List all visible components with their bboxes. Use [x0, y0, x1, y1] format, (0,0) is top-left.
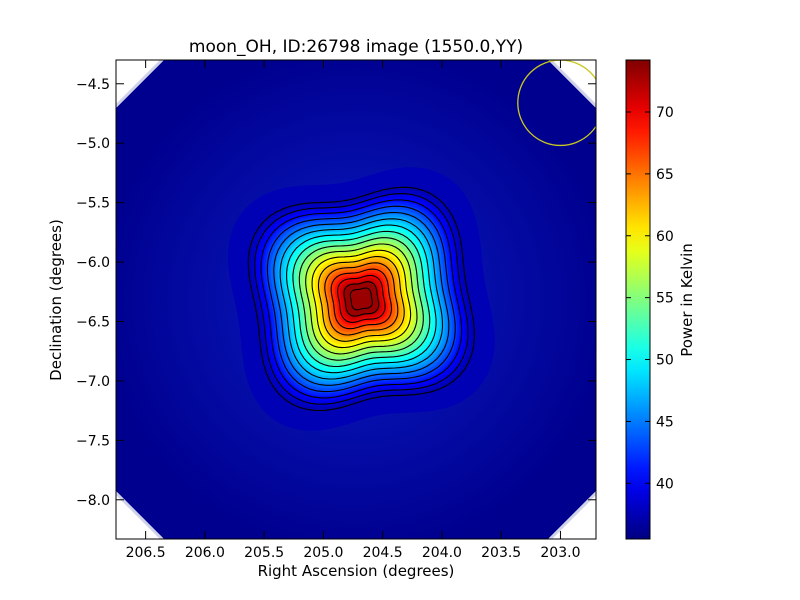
source-heat-layer [228, 167, 495, 431]
plot-area [115, 59, 597, 540]
colorbar-gradient [625, 59, 651, 540]
contour-lines [247, 186, 475, 412]
x-tick-label: 205.5 [244, 545, 284, 561]
colorbar-tick-label: 65 [656, 167, 674, 183]
x-tick-label: 206.0 [185, 545, 225, 561]
contour-line [324, 262, 399, 336]
y-tick-label: −7.5 [76, 433, 110, 449]
y-tick-label: −5.0 [76, 136, 110, 152]
colorbar-tick-label: 40 [656, 476, 674, 492]
colorbar-ticks: 40 45 50 55 60 65 70 [626, 105, 674, 492]
contour-line [292, 230, 431, 368]
y-tick-label: −5.5 [76, 196, 110, 212]
y-tick-label: −8.0 [76, 493, 110, 509]
x-axis: 206.5 206.0 205.5 205.0 204.5 204.0 203.5 203.0 [126, 60, 580, 561]
x-axis-label: Right Ascension (degrees) [258, 562, 455, 580]
contour-line [330, 268, 393, 330]
colorbar-tick-label: 70 [656, 105, 674, 121]
contour-line [266, 205, 456, 393]
contour-line [311, 249, 412, 349]
x-tick-label: 205.0 [303, 545, 343, 561]
contour-line [286, 224, 437, 374]
contour-line [279, 218, 444, 380]
contour-line [349, 287, 373, 311]
y-tick-label: −4.5 [76, 77, 110, 93]
contour-line [317, 256, 405, 342]
y-tick-label: −7.0 [76, 374, 110, 390]
y-axis: −4.5 −5.0 −5.5 −6.0 −6.5 −7.0 −7.5 −8.0 [76, 77, 596, 509]
x-tick-label: 204.0 [422, 545, 462, 561]
colorbar-tick-label: 45 [656, 414, 674, 430]
x-tick-label: 206.5 [126, 545, 166, 561]
colorbar-tick-label: 60 [656, 229, 674, 245]
chart-title: moon_OH, ID:26798 image (1550.0,YY) [189, 37, 523, 57]
colorbar-tick-label: 50 [656, 353, 674, 369]
contour-line [254, 193, 469, 405]
contour-line [260, 199, 463, 399]
heat-band [344, 282, 378, 316]
x-tick-label: 203.5 [481, 545, 521, 561]
plot-frame [115, 59, 597, 540]
contour-line [273, 211, 450, 386]
colorbar: 40 45 50 55 60 65 70 Power in Kelvin [625, 59, 696, 540]
colorbar-tick-label: 55 [656, 291, 674, 307]
contour-line [337, 274, 386, 323]
y-axis-label: Declination (degrees) [47, 219, 65, 381]
x-tick-label: 203.0 [540, 545, 580, 561]
y-tick-label: −6.5 [76, 314, 110, 330]
y-tick-label: −6.0 [76, 255, 110, 271]
x-tick-label: 204.5 [363, 545, 403, 561]
colorbar-label: Power in Kelvin [678, 243, 696, 357]
contour-line [343, 281, 380, 317]
contour-line [305, 243, 418, 355]
contour-line [298, 237, 424, 361]
contour-line [247, 186, 475, 412]
